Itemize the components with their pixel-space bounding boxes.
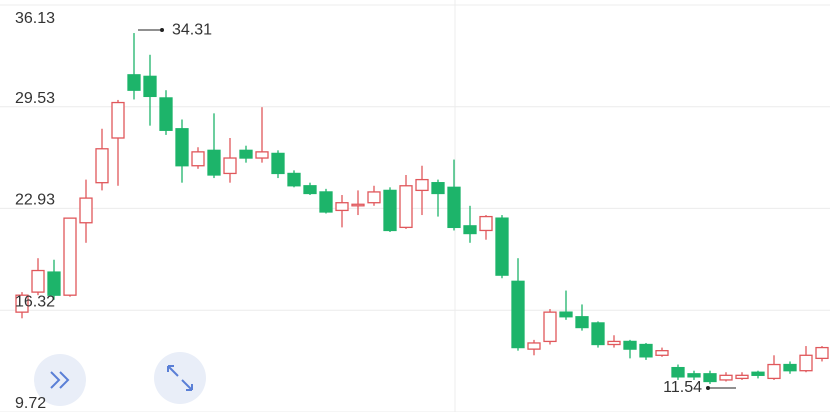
y-tick-label: 29.53 (15, 90, 55, 107)
max-label: 34.31 (172, 21, 212, 38)
candle-body (303, 185, 317, 195)
candle-body (671, 366, 685, 378)
min-dot (706, 385, 710, 390)
candle-body (687, 373, 701, 378)
candle-body (255, 151, 269, 159)
candle-body (783, 363, 797, 372)
candle-body (799, 354, 813, 372)
candle-body (767, 363, 781, 380)
candle-body (79, 197, 93, 224)
candle-body (223, 157, 237, 175)
candle-body (655, 350, 669, 356)
candle-body (271, 152, 285, 175)
max-dot (160, 28, 164, 33)
candle-body (47, 271, 61, 296)
candle-body (431, 182, 445, 195)
candle-body (527, 342, 541, 350)
y-tick-label: 36.13 (15, 10, 55, 27)
candle-body (207, 149, 221, 176)
candle-body (399, 185, 413, 229)
candle-body (63, 217, 77, 296)
candle-body (751, 371, 765, 376)
fullscreen-button[interactable] (154, 352, 206, 404)
candle-body (31, 269, 45, 293)
candle-body (335, 202, 349, 212)
candle-body (559, 311, 573, 318)
candle-body (239, 149, 253, 159)
y-tick-label: 16.32 (15, 294, 55, 311)
candle-body (575, 316, 589, 329)
candle-body (191, 151, 205, 167)
candle-body (143, 75, 157, 98)
candle-body (15, 294, 29, 313)
candle-body (495, 217, 509, 276)
candle-body (287, 172, 301, 187)
candle-body (351, 203, 365, 207)
candle-body (639, 343, 653, 358)
y-tick-label: 22.93 (15, 192, 55, 209)
candle-body (95, 148, 109, 184)
candle-body (703, 373, 717, 383)
candle-body (511, 280, 525, 349)
y-tick-label: 9.72 (15, 395, 46, 412)
candle-body (719, 374, 733, 381)
candle-body (623, 340, 637, 350)
candle-body (591, 322, 605, 346)
candle-body (159, 97, 173, 131)
candle-body (319, 191, 333, 213)
candle-body (415, 178, 429, 192)
candle-body (479, 215, 493, 232)
candle-body (607, 340, 621, 346)
collapse-button[interactable] (34, 354, 86, 406)
candle-body (175, 128, 189, 167)
candle-body (367, 191, 381, 204)
plot (0, 4, 830, 412)
candle-body (543, 311, 557, 343)
candle-body (383, 189, 397, 232)
candle-body (463, 225, 477, 235)
candle-body (447, 186, 461, 229)
candle-body (735, 374, 749, 380)
candle-body (815, 346, 829, 360)
min-label: 11.54 (663, 379, 702, 396)
candle-body (111, 101, 125, 139)
candle-body (127, 74, 141, 91)
